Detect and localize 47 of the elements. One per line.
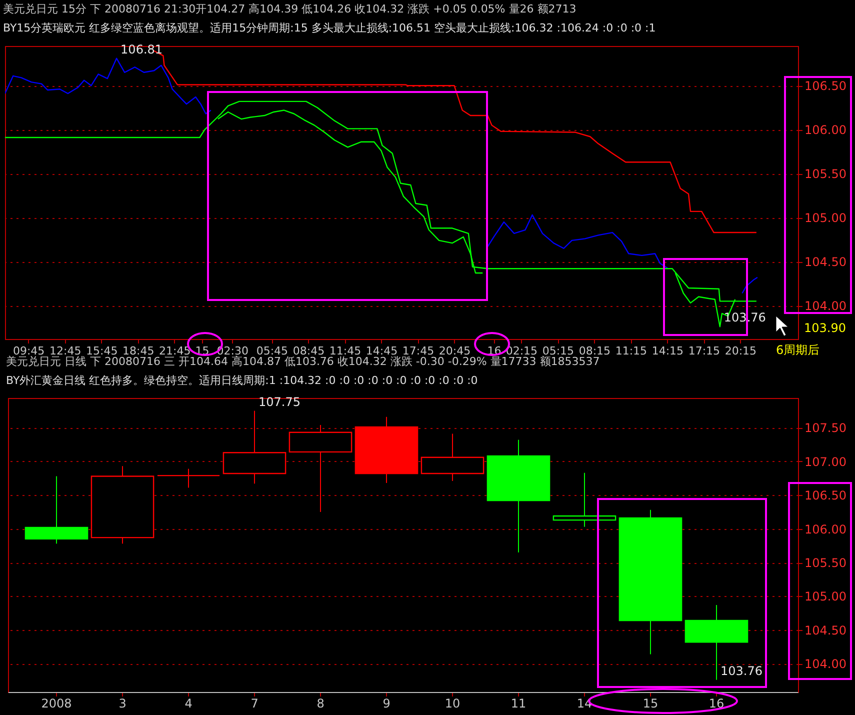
x-tick-label: 12:45 <box>49 344 82 358</box>
chart-title: 美元兑日元 日线 下 20080716 三 开104.64 高104.87 低103.76 收104.32 涨跌 -0.30 -0.29% 量17733 额1853537 <box>6 354 600 368</box>
x-tick-label: 09:45 <box>12 344 45 358</box>
y-tick-label: 105.50 <box>804 167 846 182</box>
x-tick-label: 14:15 <box>652 344 684 358</box>
x-tick-label: 4 <box>184 696 192 710</box>
x-tick-label: 16 <box>708 696 724 710</box>
x-tick-label: 3 <box>118 696 126 710</box>
x-tick-label: 17:15 <box>688 344 720 358</box>
x-tick-label: 11:45 <box>329 344 362 358</box>
x-tick-label: 08:45 <box>292 344 325 358</box>
y-tick-label: 106.00 <box>804 123 846 138</box>
x-tick-label: 17:45 <box>402 344 434 358</box>
y-tick-label: 106.50 <box>804 79 846 94</box>
x-tick-label: 7 <box>250 696 258 710</box>
x-tick-label: 9 <box>382 696 390 710</box>
x-tick-label: 11:15 <box>615 344 648 358</box>
y-tick-label: 104.00 <box>804 657 846 672</box>
text: 103.90 <box>804 321 846 335</box>
x-tick-label: 18:45 <box>122 344 154 358</box>
chart-title: 美元兑日元 15分 下 20080716 21:30开104.27 高104.39 低104.26 收104.32 涨跌 +0.05 0.05% 量26 额2713 <box>3 2 576 16</box>
y-tick-label: 104.50 <box>804 623 846 638</box>
y-tick-label: 107.50 <box>804 421 846 436</box>
chart-subtitle: BY15分英瑞欧元 红多绿空蓝色离场观望。适用15分钟周期:15 多头最大止损线:106.51 空头最大止损线:106.32 :106.24 :0 :0 :0 :1 <box>3 21 656 34</box>
x-tick-label: 20:15 <box>724 344 757 358</box>
x-tick-label: 8 <box>316 696 324 710</box>
chart-subtitle: BY外汇黄金日线 红色持多。绿色持空。适用日线周期:1 :104.32 :0 :0 :0 :0 :0 :0 :0 :0 :0 :0 :0 <box>6 374 478 387</box>
y-tick-label: 104.50 <box>804 255 846 270</box>
x-tick-label: 05:45 <box>256 344 288 358</box>
annotation: 107.75 <box>258 394 301 409</box>
x-tick-label: 21:45 <box>159 344 191 358</box>
y-tick-label: 104.00 <box>804 299 846 314</box>
y-tick-label: 107.00 <box>804 454 846 469</box>
y-tick-label: 105.00 <box>804 590 846 604</box>
annotation: 103.76 <box>720 664 762 678</box>
y-tick-label: 105.00 <box>804 211 846 226</box>
x-tick-label: 15:45 <box>86 344 118 358</box>
x-tick-label: 15 <box>642 696 658 710</box>
x-tick-label: 14:45 <box>366 344 398 358</box>
x-tick-label: 11 <box>510 696 526 710</box>
x-tick-label: 2008 <box>41 696 72 710</box>
x-tick-label: 20:45 <box>438 344 471 358</box>
y-tick-label: 106.00 <box>804 522 846 536</box>
x-tick-label: 10 <box>444 696 460 710</box>
x-tick-label: 08:15 <box>578 344 611 358</box>
y-tick-label: 106.50 <box>804 488 846 503</box>
y-tick-label: 105.50 <box>804 556 846 570</box>
